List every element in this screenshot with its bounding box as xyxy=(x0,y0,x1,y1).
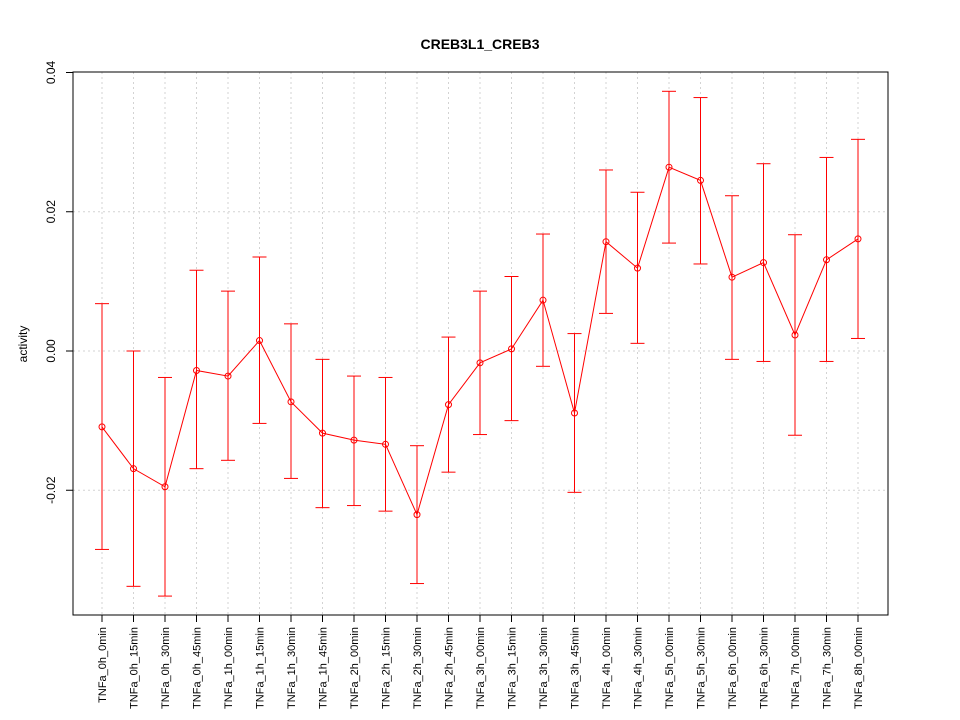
x-tick-label: TNFa_0h_0min xyxy=(97,627,109,703)
y-axis: -0.02 0.00 0.02 0.04 xyxy=(44,60,73,503)
y-axis-label: activity xyxy=(16,326,30,363)
x-tick-label: TNFa_0h_45min xyxy=(192,627,204,709)
y-tick-label: -0.02 xyxy=(44,476,58,504)
x-tick-label: TNFa_0h_30min xyxy=(160,627,172,709)
x-tick-label: TNFa_8h_00min xyxy=(853,627,865,709)
x-tick-label: TNFa_1h_00min xyxy=(223,627,235,709)
y-tick-label: 0.02 xyxy=(44,200,58,224)
chart-title: CREB3L1_CREB3 xyxy=(420,36,539,52)
x-tick-label: TNFa_2h_00min xyxy=(349,627,361,709)
x-tick-label: TNFa_4h_30min xyxy=(633,627,645,709)
x-tick-label: TNFa_2h_45min xyxy=(444,627,456,709)
x-tick-label: TNFa_4h_00min xyxy=(601,627,613,709)
x-tick-label: TNFa_5h_00min xyxy=(664,627,676,709)
x-tick-label: TNFa_2h_15min xyxy=(381,627,393,709)
x-tick-label: TNFa_3h_15min xyxy=(507,627,519,709)
x-tick-label: TNFa_3h_45min xyxy=(570,627,582,709)
x-tick-label: TNFa_3h_30min xyxy=(538,627,550,709)
y-tick-label: 0.04 xyxy=(44,60,58,84)
x-tick-label: TNFa_1h_15min xyxy=(255,627,267,709)
x-axis: TNFa_0h_0min TNFa_0h_15min TNFa_0h_30min TN… xyxy=(97,615,865,709)
x-tick-label: TNFa_5h_30min xyxy=(696,627,708,709)
x-tick-label: TNFa_1h_30min xyxy=(286,627,298,709)
x-tick-label: TNFa_1h_45min xyxy=(318,627,330,709)
x-tick-label: TNFa_3h_00min xyxy=(475,627,487,709)
x-tick-label: TNFa_7h_00min xyxy=(790,627,802,709)
x-tick-label: TNFa_7h_30min xyxy=(822,627,834,709)
y-tick-label: 0.00 xyxy=(44,339,58,363)
x-tick-label: TNFa_6h_30min xyxy=(759,627,771,709)
x-tick-label: TNFa_0h_15min xyxy=(129,627,141,709)
x-tick-label: TNFa_2h_30min xyxy=(412,627,424,709)
x-tick-label: TNFa_6h_00min xyxy=(727,627,739,709)
